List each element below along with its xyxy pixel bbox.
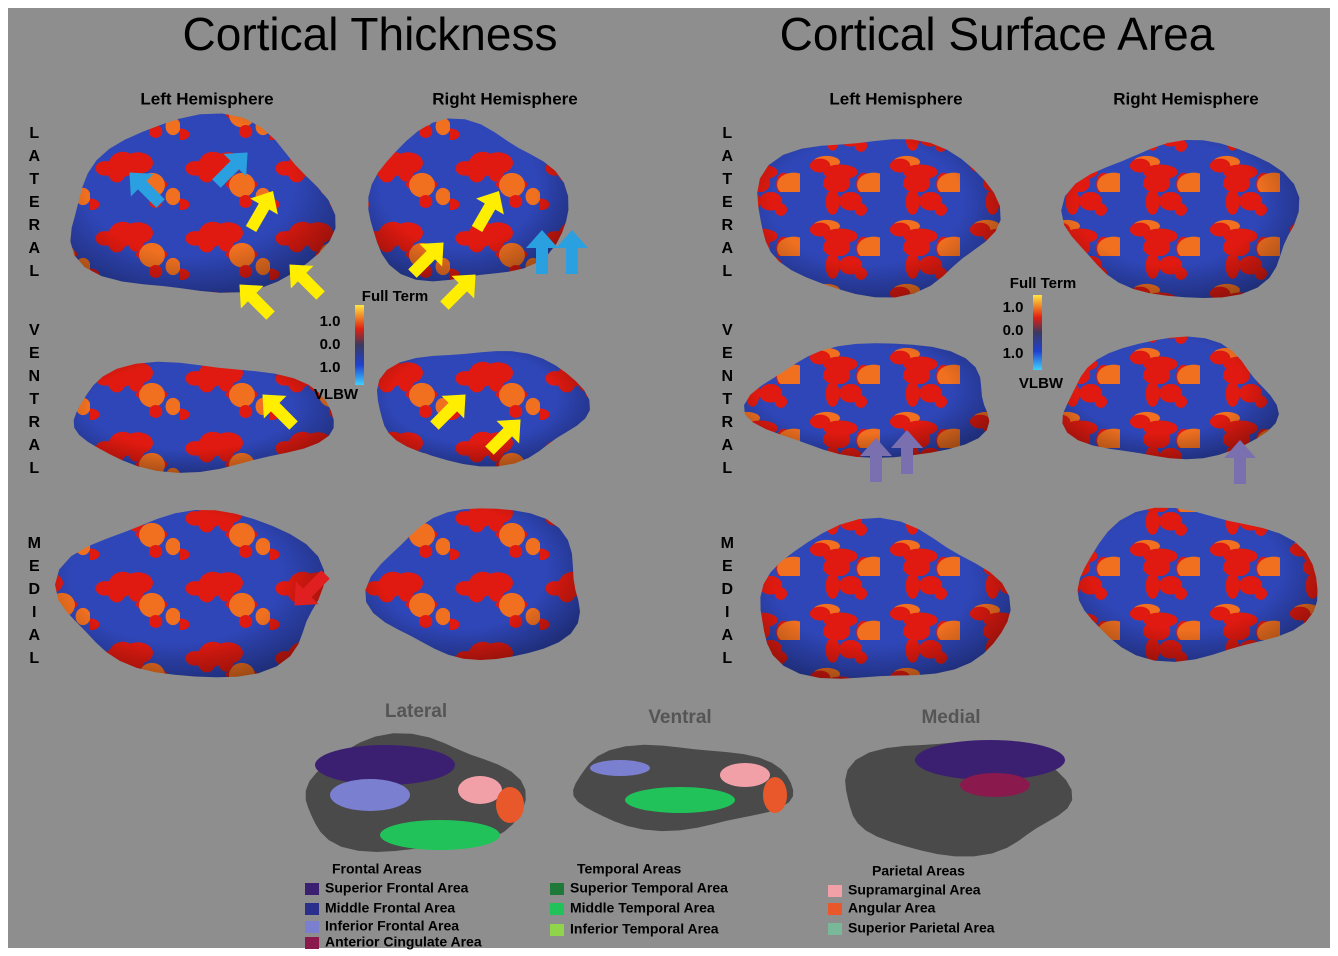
view-label: VENTRAL bbox=[26, 322, 43, 483]
atlas-region bbox=[960, 773, 1030, 797]
hemisphere-label: Left Hemisphere bbox=[140, 89, 273, 108]
legend-group-title: Frontal Areas bbox=[332, 861, 422, 877]
legend-swatch bbox=[305, 921, 319, 933]
legend-swatch bbox=[550, 883, 564, 895]
colorbar-tick-label: 1.0 bbox=[1003, 299, 1024, 316]
colorbar bbox=[355, 305, 364, 385]
atlas-region bbox=[458, 776, 502, 804]
view-label: MEDIAL bbox=[26, 535, 43, 673]
atlas-region bbox=[720, 763, 770, 787]
atlas-region bbox=[763, 777, 787, 813]
colorbar-top-label: Full Term bbox=[362, 288, 428, 305]
legend-swatch bbox=[550, 924, 564, 936]
legend-label: Anterior Cingulate Area bbox=[325, 934, 482, 950]
view-label: LATERAL bbox=[26, 125, 43, 286]
legend-label: Supramarginal Area bbox=[848, 882, 981, 898]
colorbar-bottom-label: VLBW bbox=[314, 386, 359, 403]
legend-label: Inferior Frontal Area bbox=[325, 918, 459, 934]
view-label: MEDIAL bbox=[719, 535, 736, 673]
view-label: LATERAL bbox=[719, 125, 736, 286]
legend-swatch bbox=[305, 903, 319, 915]
legend-label: Superior Temporal Area bbox=[570, 880, 728, 896]
legend-label: Middle Temporal Area bbox=[570, 900, 715, 916]
atlas-region bbox=[315, 745, 455, 785]
view-label: VENTRAL bbox=[719, 322, 736, 483]
hemisphere-label: Right Hemisphere bbox=[1113, 89, 1258, 108]
legend-label: Inferior Temporal Area bbox=[570, 921, 719, 937]
legend-label: Angular Area bbox=[848, 900, 936, 916]
atlas-view-label: Lateral bbox=[385, 701, 447, 722]
atlas-region bbox=[625, 787, 735, 813]
legend-swatch bbox=[828, 903, 842, 915]
legend-swatch bbox=[305, 883, 319, 895]
colorbar-tick-label: 0.0 bbox=[1003, 322, 1024, 339]
legend-label: Superior Frontal Area bbox=[325, 880, 469, 896]
atlas-view-label: Medial bbox=[921, 707, 980, 728]
legend-group-title: Temporal Areas bbox=[577, 861, 681, 877]
figure: Cortical Thickness Left Hemisphere Right H… bbox=[0, 0, 1338, 956]
panel-title: Cortical Surface Area bbox=[780, 8, 1215, 60]
legend-swatch bbox=[305, 937, 319, 949]
colorbar bbox=[1033, 295, 1042, 370]
legend-swatch bbox=[828, 885, 842, 897]
atlas-region bbox=[330, 779, 410, 811]
hemisphere-label: Right Hemisphere bbox=[432, 89, 577, 108]
colorbar-bottom-label: VLBW bbox=[1019, 375, 1064, 392]
atlas-region bbox=[380, 820, 500, 850]
atlas-region bbox=[590, 760, 650, 776]
legend-swatch bbox=[550, 903, 564, 915]
legend-label: Middle Frontal Area bbox=[325, 900, 455, 916]
panel-title: Cortical Thickness bbox=[183, 8, 558, 60]
colorbar-tick-label: 0.0 bbox=[320, 336, 341, 353]
atlas-region bbox=[496, 787, 524, 823]
legend-swatch bbox=[828, 923, 842, 935]
hemisphere-label: Left Hemisphere bbox=[829, 89, 962, 108]
colorbar-tick-label: 1.0 bbox=[1003, 345, 1024, 362]
colorbar-top-label: Full Term bbox=[1010, 275, 1076, 292]
colorbar-tick-label: 1.0 bbox=[320, 313, 341, 330]
legend-group-title: Parietal Areas bbox=[872, 863, 965, 879]
colorbar-tick-label: 1.0 bbox=[320, 359, 341, 376]
legend-label: Superior Parietal Area bbox=[848, 920, 995, 936]
atlas-view-label: Ventral bbox=[648, 707, 711, 728]
